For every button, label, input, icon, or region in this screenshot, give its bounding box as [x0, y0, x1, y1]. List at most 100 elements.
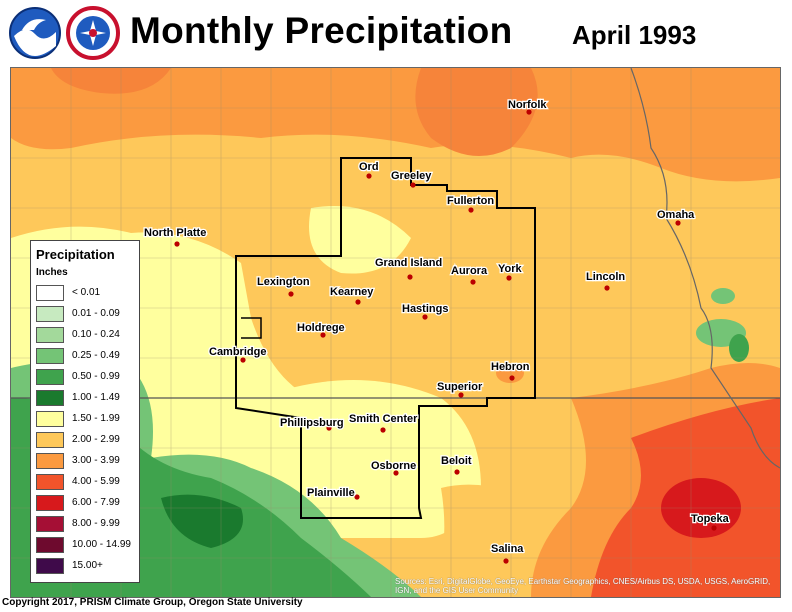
city-label: Lincoln [586, 271, 625, 283]
missouri-river [630, 68, 780, 469]
legend-label: 3.00 - 3.99 [72, 455, 120, 466]
city-marker: Hebron [490, 360, 531, 381]
city-label: Norfolk [508, 99, 547, 111]
city-label: North Platte [144, 227, 206, 239]
city-marker: Norfolk [507, 98, 549, 115]
city-marker: Lincoln [585, 270, 627, 291]
legend: Precipitation Inches < 0.01 0.01 - 0.09 0.… [30, 240, 140, 583]
legend-label: 0.25 - 0.49 [72, 350, 120, 361]
legend-swatch [36, 516, 64, 532]
east-green-core [729, 334, 749, 362]
city-marker: Osborne [370, 459, 418, 476]
nws-area-boundary [235, 157, 536, 519]
legend-item: 8.00 - 9.99 [36, 516, 136, 534]
legend-title: Precipitation [36, 247, 115, 262]
national-weather-service-logo [66, 6, 120, 60]
city-marker: Salina [490, 542, 526, 564]
city-marker: Ord [358, 160, 380, 179]
city-marker: Grand Island [374, 256, 444, 280]
legend-swatch [36, 474, 64, 490]
city-label: Smith Center [349, 413, 418, 425]
city-marker: Greeley [390, 169, 434, 188]
city-label: Salina [491, 543, 524, 555]
map-title: Monthly Precipitation [130, 10, 513, 51]
legend-swatch [36, 432, 64, 448]
city-marker: Phillipsburg [279, 416, 345, 431]
city-label: Grand Island [375, 257, 442, 269]
kansas-yellow-area [291, 380, 481, 538]
city-label: Topeka [691, 513, 730, 525]
legend-swatch [36, 348, 64, 364]
legend-swatch [36, 411, 64, 427]
legend-swatch [36, 558, 64, 574]
city-label: Lexington [257, 276, 310, 288]
city-marker: North Platte [143, 226, 208, 247]
norfolk-orange-area [415, 68, 538, 156]
noaa-logo [9, 7, 61, 59]
city-label: Beloit [441, 455, 472, 467]
city-marker: Plainville [306, 486, 360, 500]
legend-label: 1.00 - 1.49 [72, 392, 120, 403]
city-marker: Hastings [401, 302, 450, 320]
legend-label: 6.00 - 7.99 [72, 497, 120, 508]
city-label: Osborne [371, 460, 416, 472]
city-label: Cambridge [209, 346, 266, 358]
legend-item: 0.25 - 0.49 [36, 348, 136, 366]
legend-label: 0.01 - 0.09 [72, 308, 120, 319]
legend-label: 10.00 - 14.99 [72, 539, 131, 550]
legend-item: 10.00 - 14.99 [36, 537, 136, 555]
legend-label: 15.00+ [72, 560, 103, 571]
legend-swatch [36, 369, 64, 385]
city-marker: Fullerton [446, 194, 496, 213]
north-orange-area [11, 68, 780, 182]
legend-units: Inches [36, 267, 68, 278]
east-green-spot [711, 288, 735, 304]
city-marker: Lexington [256, 275, 311, 297]
legend-swatch [36, 453, 64, 469]
legend-item: 4.00 - 5.99 [36, 474, 136, 492]
city-label: Phillipsburg [280, 417, 344, 429]
city-label: Ord [359, 161, 379, 173]
legend-label: 8.00 - 9.99 [72, 518, 120, 529]
northwest-orange-area [51, 68, 171, 94]
city-marker: Smith Center [348, 412, 419, 433]
city-label: Superior [437, 381, 483, 393]
legend-swatch [36, 285, 64, 301]
city-label: York [498, 263, 523, 275]
city-marker: Aurora [450, 264, 489, 285]
city-label: Aurora [451, 265, 488, 277]
legend-item: 3.00 - 3.99 [36, 453, 136, 471]
city-marker: Superior [436, 380, 484, 398]
city-label: Hebron [491, 361, 530, 373]
legend-swatch [36, 537, 64, 553]
legend-label: < 0.01 [72, 287, 101, 298]
legend-label: 1.50 - 1.99 [72, 413, 120, 424]
legend-swatch [36, 327, 64, 343]
city-label: Greeley [391, 170, 432, 182]
city-marker: Kearney [329, 285, 376, 305]
header: Monthly Precipitation April 1993 [0, 0, 792, 66]
legend-item: 0.01 - 0.09 [36, 306, 136, 324]
hebron-orange-spot [496, 363, 524, 383]
city-marker: Topeka [690, 512, 731, 531]
salina-orange-area [431, 484, 531, 597]
city-label: Omaha [657, 209, 695, 221]
legend-item: 15.00+ [36, 558, 136, 576]
legend-swatch [36, 306, 64, 322]
city-marker: Omaha [656, 208, 696, 226]
city-layer: Ord Greeley Norfolk Fullerton North Plat… [143, 98, 731, 564]
legend-item: 1.50 - 1.99 [36, 411, 136, 429]
legend-label: 0.10 - 0.24 [72, 329, 120, 340]
city-marker: Holdrege [296, 321, 346, 338]
legend-label: 4.00 - 5.99 [72, 476, 120, 487]
map-period: April 1993 [572, 20, 697, 50]
legend-item: 1.00 - 1.49 [36, 390, 136, 408]
legend-swatch [36, 390, 64, 406]
copyright-text: Copyright 2017, PRISM Climate Group, Ore… [2, 597, 303, 608]
legend-item: 2.00 - 2.99 [36, 432, 136, 450]
city-marker: Cambridge [208, 345, 268, 363]
city-label: Fullerton [447, 195, 494, 207]
legend-item: 0.10 - 0.24 [36, 327, 136, 345]
city-label: Holdrege [297, 322, 345, 334]
city-label: Plainville [307, 487, 355, 499]
